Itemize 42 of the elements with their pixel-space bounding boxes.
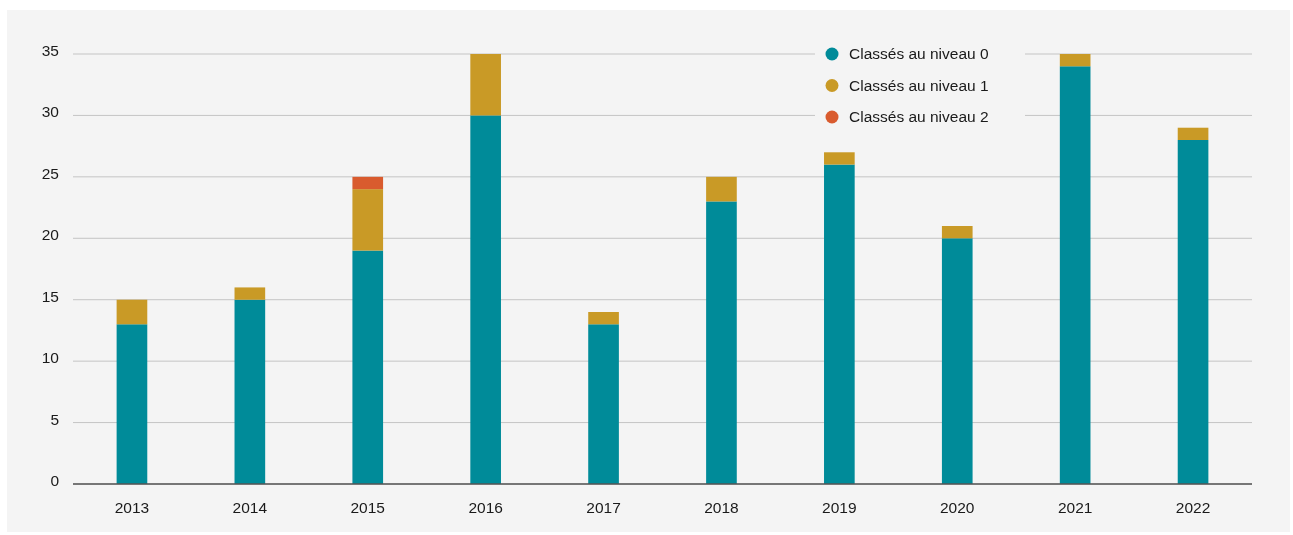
bar [234,287,266,300]
legend-label: Classés au niveau 0 [849,45,989,63]
bar [588,324,619,484]
x-tick-label: 2019 [822,499,857,517]
y-tick-label: 10 [41,349,60,367]
bar [116,299,148,325]
bar [941,226,973,239]
bar [470,54,501,116]
bar [234,299,266,484]
y-tick-label: 20 [41,226,60,244]
x-tick-label: 2017 [586,499,621,517]
bar [352,250,384,484]
x-tick-label: 2022 [1175,499,1211,517]
x-tick-label: 2013 [114,499,150,517]
bar [352,189,384,251]
x-tick-label: 2014 [232,499,268,517]
bar [1059,66,1091,484]
y-tick-label: 5 [50,410,59,428]
y-tick-label: 35 [41,41,59,59]
bar [706,176,737,202]
bar [1177,127,1209,140]
bar [352,176,384,190]
bar [706,201,737,484]
bar [824,152,855,165]
bar [116,324,148,484]
x-tick-label: 2016 [468,499,503,517]
y-tick-label: 30 [41,103,60,121]
y-tick-label: 25 [41,164,59,182]
bar [1177,140,1209,484]
x-tick-label: 2021 [1057,499,1093,517]
legend-label: Classés au niveau 1 [849,76,989,94]
y-tick-label: 0 [50,471,60,489]
bar [588,312,619,325]
bar [941,238,973,484]
bar [1059,54,1091,67]
bar [470,115,501,484]
x-tick-label: 2020 [940,499,975,517]
bar [824,164,855,484]
x-tick-label: 2015 [350,499,385,517]
legend-label: Classés au niveau 2 [849,108,989,126]
y-tick-label: 15 [41,287,59,305]
x-tick-label: 2018 [704,499,739,517]
